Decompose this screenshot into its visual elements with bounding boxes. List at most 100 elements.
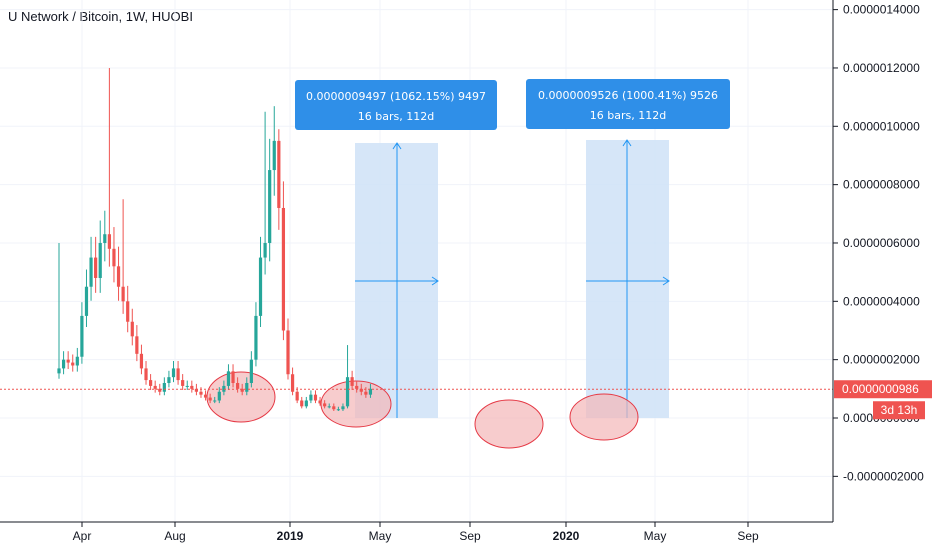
measure-ranges <box>355 139 670 418</box>
candle-body <box>94 257 98 278</box>
candle-body <box>364 391 368 395</box>
candle-body <box>107 234 111 249</box>
last-price-label: 0.0000000986 <box>842 382 919 396</box>
measure-callout-line2: 16 bars, 112d <box>358 110 434 123</box>
candle-body <box>249 359 253 383</box>
candle-body <box>341 406 345 410</box>
candle-body <box>268 170 272 243</box>
price-tick-label: 0.0000010000 <box>843 119 920 133</box>
price-tick-label: 0.0000012000 <box>843 61 920 75</box>
last-price-badge: 0.0000000986 3d 13h <box>834 380 932 420</box>
candle-body <box>71 362 75 366</box>
candle-body <box>304 400 308 407</box>
candle-body <box>199 391 203 395</box>
measure-callout-line1: 0.0000009526 (1000.41%) 9526 <box>538 89 718 102</box>
highlight-ellipse <box>320 380 392 428</box>
candle-body <box>66 359 70 363</box>
candle-body <box>258 257 263 316</box>
candle-body <box>272 140 276 171</box>
candle-body <box>318 400 322 404</box>
last-price-box <box>834 380 932 399</box>
chart-title: U Network / Bitcoin, 1W, HUOBI <box>8 9 193 24</box>
candle-body <box>139 353 144 369</box>
candle-body <box>355 385 359 389</box>
arrow-right-icon <box>662 276 670 286</box>
candle-body <box>222 385 226 392</box>
candle-body <box>84 286 89 316</box>
candle-body <box>57 368 61 374</box>
candle-body <box>171 368 176 378</box>
highlight-ellipse <box>474 399 544 449</box>
candle-body <box>89 257 93 287</box>
candle-body <box>332 406 336 410</box>
candle-body <box>309 394 313 401</box>
time-tick-label: Apr <box>73 529 92 543</box>
candle-body <box>98 242 102 278</box>
candle-body <box>80 315 84 357</box>
arrow-up-icon <box>622 139 632 147</box>
price-axis[interactable]: 0.0000014000 0.0000012000 0.0000010000 0.00… <box>833 3 924 484</box>
time-axis[interactable]: Apr Aug 2019 May Sep 2020 May Sep <box>73 522 759 543</box>
candle-body <box>277 140 281 208</box>
price-tick-label: 0.0000002000 <box>843 353 920 367</box>
price-tick-label: -0.0000002000 <box>843 469 924 483</box>
time-tick-label: May <box>644 529 667 543</box>
candle-body <box>190 385 194 389</box>
candle-body <box>327 406 331 408</box>
candle-body <box>203 394 208 398</box>
candle-body <box>286 330 290 375</box>
candle-body <box>323 403 327 407</box>
candle-body <box>368 388 373 395</box>
candle-body <box>121 286 125 302</box>
candle-body <box>231 371 235 383</box>
candle-body <box>162 382 166 392</box>
candle-body <box>75 356 79 366</box>
price-tick-label: 0.0000014000 <box>843 3 920 17</box>
candle-body <box>167 377 171 383</box>
candle-body <box>116 266 121 287</box>
candle-body <box>336 409 340 411</box>
time-tick-label: Sep <box>737 529 759 543</box>
candle-body <box>290 374 295 392</box>
candle-body <box>240 388 244 392</box>
candle-body <box>263 242 267 258</box>
highlight-ellipse <box>569 393 639 441</box>
measure-callout-box <box>526 79 730 129</box>
time-tick-label: Aug <box>164 529 185 543</box>
countdown-box <box>873 401 925 420</box>
candle-body <box>158 388 162 392</box>
measure-callout-line1: 0.0000009497 (1062.15%) 9497 <box>306 90 486 103</box>
time-tick-label: May <box>369 529 392 543</box>
measure-callouts: 0.0000009497 (1062.15%) 9497 16 bars, 112… <box>295 79 730 130</box>
measure-callout-line2: 16 bars, 112d <box>590 109 666 122</box>
candle-body <box>135 336 139 354</box>
candle-body <box>313 394 318 401</box>
candle-body <box>185 385 189 387</box>
candle-body <box>226 371 231 386</box>
candle-body <box>213 400 217 402</box>
candles <box>57 67 373 411</box>
price-tick-label: 0.0000006000 <box>843 236 920 250</box>
time-tick-label: Sep <box>459 529 481 543</box>
candle-body <box>103 234 107 243</box>
candle-body <box>254 315 258 360</box>
candle-body <box>281 207 286 331</box>
candle-body <box>295 391 299 401</box>
candle-body <box>350 377 354 386</box>
candle-body <box>208 397 212 401</box>
highlight-ellipses <box>206 371 639 449</box>
candle-body <box>181 380 185 386</box>
countdown-label: 3d 13h <box>881 403 918 417</box>
candle-body <box>300 400 304 407</box>
candle-body <box>194 388 198 392</box>
candle-body <box>245 382 249 392</box>
candle-body <box>126 301 130 322</box>
price-tick-label: 0.0000008000 <box>843 178 920 192</box>
measure-callout-box <box>295 80 497 130</box>
candle-body <box>149 380 153 386</box>
price-tick-label: 0.0000004000 <box>843 294 920 308</box>
arrow-right-icon <box>431 276 439 286</box>
candle-body <box>176 368 180 381</box>
candle-body <box>144 368 148 381</box>
